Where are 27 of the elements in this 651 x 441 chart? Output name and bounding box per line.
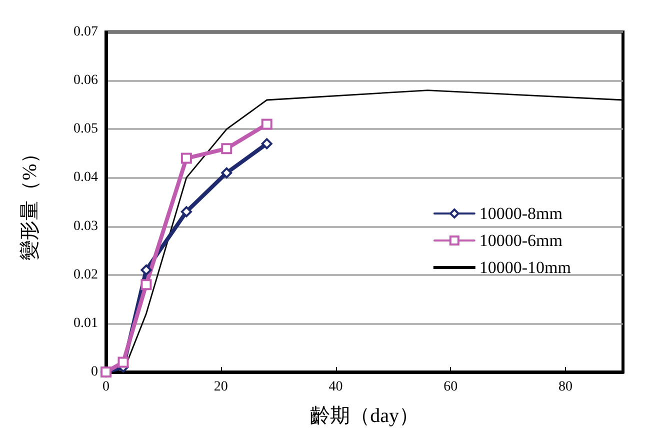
legend-label: 10000-10mm [479, 258, 571, 277]
legend-label: 10000-6mm [479, 231, 562, 250]
x-tick-label: 40 [328, 380, 343, 394]
point [261, 118, 272, 130]
point [140, 279, 152, 290]
point [261, 138, 272, 150]
point [140, 264, 152, 276]
y-tick-label: 0.04 [74, 170, 98, 186]
legend-label: 10000-8mm [479, 204, 562, 223]
y-tick-label: 0.02 [74, 267, 98, 282]
x-tick-label: 20 [214, 380, 228, 394]
point [118, 356, 129, 368]
point [180, 152, 192, 164]
x-axis-title: 齡期（day） [310, 405, 419, 427]
y-tick-label: 0.07 [74, 24, 98, 40]
point [180, 206, 192, 218]
x-tick-label: 80 [558, 380, 573, 394]
y-tick-label: 0 [91, 364, 98, 380]
point [221, 167, 232, 178]
y-axis-title: 變形量（%） [19, 144, 41, 260]
point [221, 143, 232, 154]
y-tick-label: 0.05 [74, 122, 98, 137]
y-tick-label: 0.03 [74, 218, 98, 234]
y-tick-label: 0.01 [74, 316, 98, 331]
y-tick-label: 0.06 [74, 73, 98, 88]
x-tick-label: 60 [444, 380, 458, 394]
x-tick-label: 0 [102, 380, 110, 394]
